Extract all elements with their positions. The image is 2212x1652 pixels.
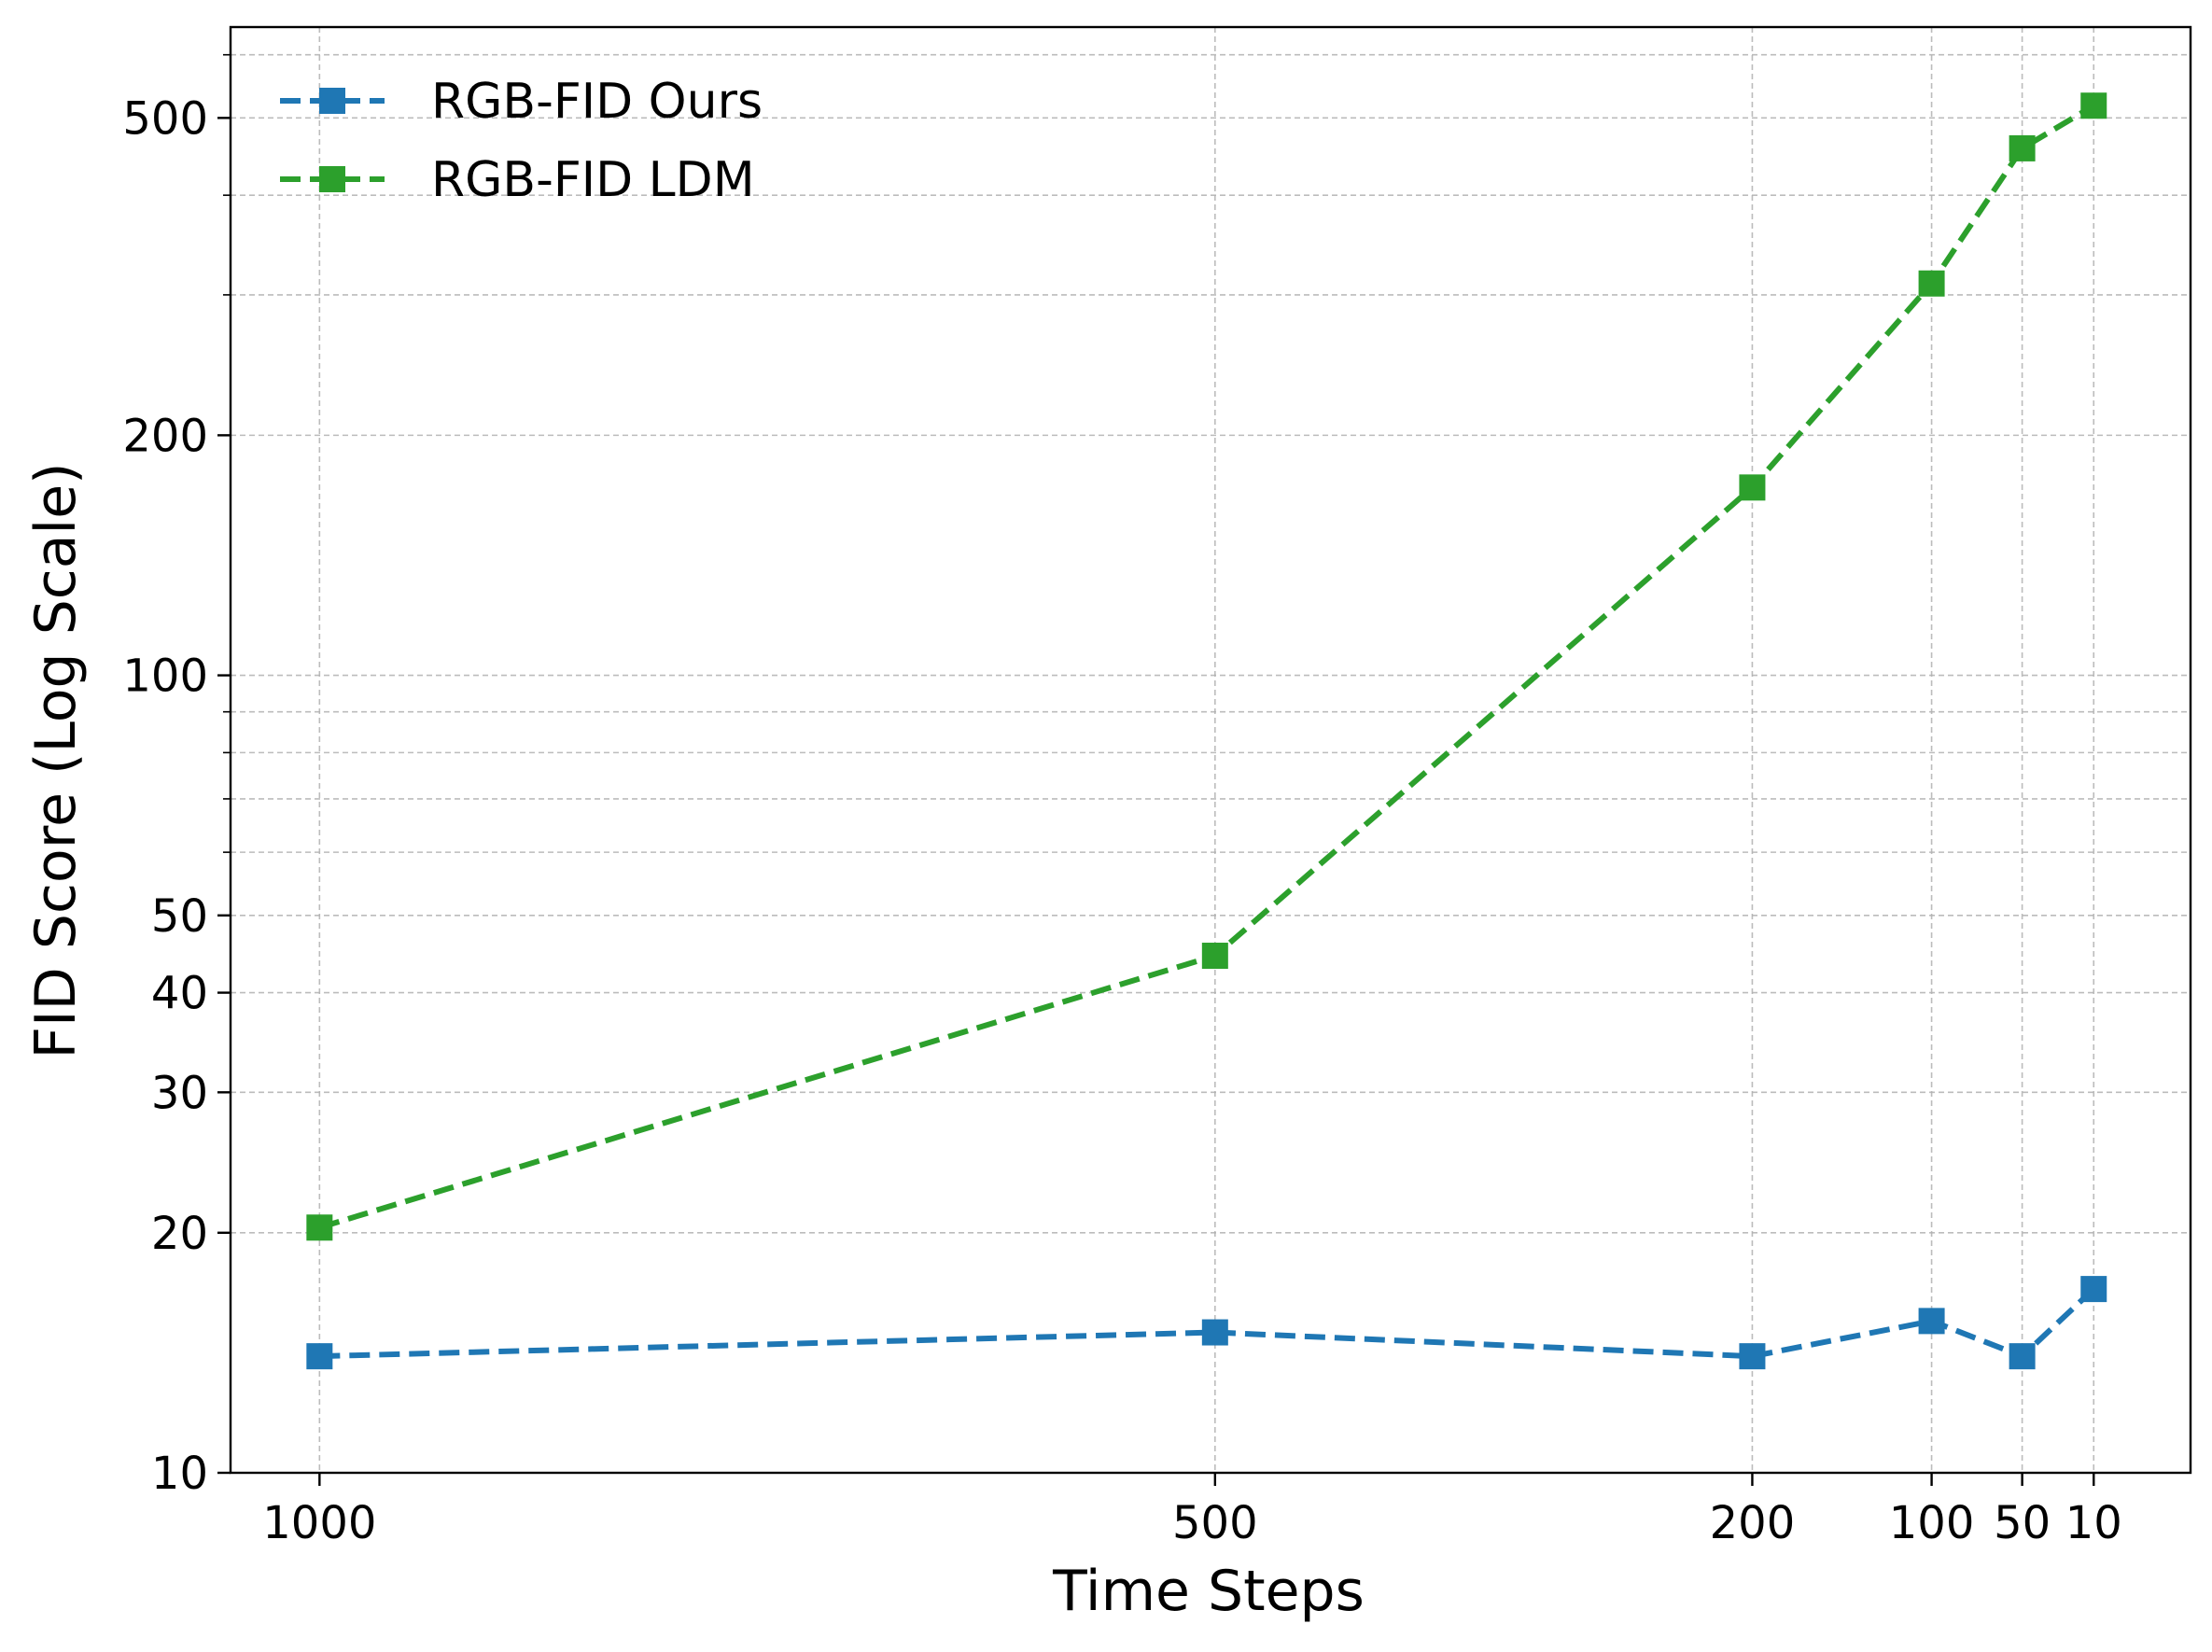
y-tick-label: 40 (151, 968, 208, 1020)
legend-marker (319, 88, 345, 114)
data-point (1201, 943, 1228, 970)
axes: 10 20 30 40 50 100 200 500 1000 500 200 100 50 10 (122, 25, 2192, 1549)
data-point (1918, 270, 1945, 297)
y-tick-label: 30 (151, 1067, 208, 1119)
data-point (1739, 1343, 1766, 1370)
data-point (2009, 1343, 2036, 1370)
data-point (1739, 474, 1766, 501)
y-tick-label: 10 (151, 1448, 208, 1500)
data-point (2009, 134, 2036, 161)
x-axis-title: Time Steps (1052, 1559, 1365, 1624)
series-line (318, 103, 2095, 1231)
data-point (2080, 92, 2107, 119)
y-tick-label: 50 (151, 890, 208, 943)
x-tick-label: 200 (1710, 1497, 1796, 1549)
grid-lines (231, 27, 2191, 1474)
legend-marker (319, 166, 345, 192)
series-rgb-fid-ldm (306, 92, 2107, 1241)
x-tick-label: 1000 (262, 1497, 376, 1549)
legend-entry: RGB-FID Ours (280, 74, 763, 130)
x-tick-label: 500 (1172, 1497, 1258, 1549)
legend: RGB-FID Ours RGB-FID LDM (280, 74, 763, 208)
legend-entry: RGB-FID LDM (280, 152, 755, 208)
plot-frame (229, 25, 2192, 1475)
legend-label: RGB-FID Ours (431, 74, 763, 130)
y-tick-label: 500 (122, 92, 208, 145)
series-rgb-fid-ours (306, 1276, 2107, 1370)
y-tick-label: 20 (151, 1208, 208, 1260)
x-tick-label: 50 (1994, 1497, 2051, 1549)
series-line (319, 1286, 2096, 1360)
y-tick-label: 100 (122, 651, 208, 703)
data-point (1201, 1319, 1228, 1346)
legend-label: RGB-FID LDM (431, 152, 755, 208)
data-point (2080, 1276, 2107, 1303)
data-point (306, 1214, 333, 1241)
y-tick-label: 200 (122, 410, 208, 462)
x-tick-label: 100 (1889, 1497, 1975, 1549)
x-tick-label: 10 (2065, 1497, 2122, 1549)
y-axis-title: FID Score (Log Scale) (23, 462, 89, 1058)
data-series (306, 92, 2107, 1370)
data-point (306, 1343, 333, 1370)
data-point (1918, 1308, 1945, 1335)
